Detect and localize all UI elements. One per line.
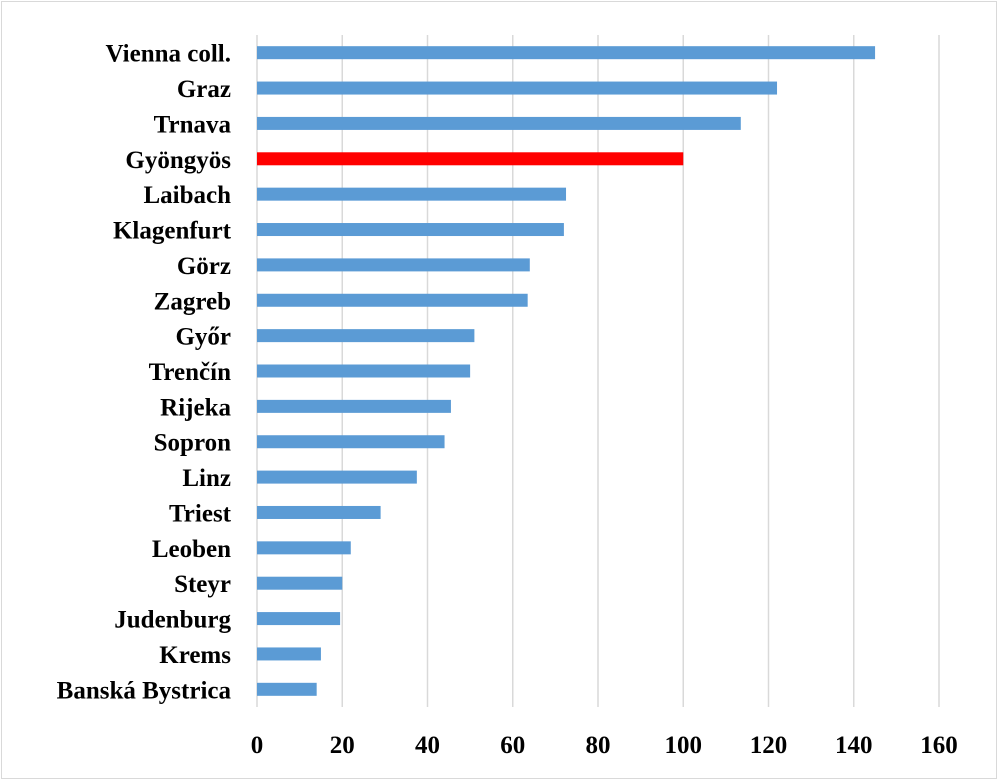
category-label-trnava: Trnava xyxy=(154,111,232,138)
bar-vienna-coll xyxy=(257,46,876,60)
category-label-laibach: Laibach xyxy=(143,182,231,209)
category-label-vienna-coll: Vienna coll. xyxy=(106,41,231,68)
bar-leoben xyxy=(257,541,351,555)
category-label-graz: Graz xyxy=(177,76,231,103)
bar-gyor xyxy=(257,329,475,343)
x-tick-label-0: 0 xyxy=(251,732,264,759)
category-label-linz: Linz xyxy=(182,465,231,492)
bar-trnava xyxy=(257,116,741,130)
bar-trencin xyxy=(257,364,471,378)
category-label-gorz: Görz xyxy=(177,253,231,280)
category-label-rijeka: Rijeka xyxy=(160,394,231,421)
category-label-zagreb: Zagreb xyxy=(154,288,231,315)
x-tick-label-80: 80 xyxy=(586,732,611,759)
bar-sopron xyxy=(257,435,445,449)
x-tick-label-60: 60 xyxy=(500,732,525,759)
bar-linz xyxy=(257,470,417,484)
category-label-gyor: Győr xyxy=(175,324,231,351)
grid-lines xyxy=(256,35,940,707)
bar-gyongyos xyxy=(257,152,684,166)
category-label-krems: Krems xyxy=(159,642,231,669)
category-labels: Vienna coll. Graz Trnava Gyöngyös Laibach Kla… xyxy=(57,41,232,705)
x-tick-label-100: 100 xyxy=(665,732,703,759)
bar-krems xyxy=(257,647,321,661)
bar-steyr xyxy=(257,576,343,590)
bar-zagreb xyxy=(257,293,528,307)
bars xyxy=(257,46,876,696)
x-tick-label-40: 40 xyxy=(415,732,440,759)
category-label-triest: Triest xyxy=(169,500,232,527)
x-tick-label-20: 20 xyxy=(330,732,355,759)
category-label-judenburg: Judenburg xyxy=(114,607,231,634)
bar-triest xyxy=(257,505,381,519)
category-label-trencin: Trenčín xyxy=(149,359,232,386)
category-label-sopron: Sopron xyxy=(154,430,231,457)
x-tick-labels: 0 20 40 60 80 100 120 140 160 xyxy=(251,732,958,759)
bar-gorz xyxy=(257,258,530,272)
category-label-steyr: Steyr xyxy=(174,571,231,598)
category-label-leoben: Leoben xyxy=(152,536,231,563)
bar-judenburg xyxy=(257,612,341,626)
bar-graz xyxy=(257,81,778,95)
bar-banska-bystrica xyxy=(257,682,317,696)
bar-rijeka xyxy=(257,399,451,413)
x-tick-label-140: 140 xyxy=(835,732,873,759)
category-label-klagenfurt: Klagenfurt xyxy=(113,218,232,245)
bar-laibach xyxy=(257,187,567,201)
x-tick-label-160: 160 xyxy=(920,732,958,759)
x-tick-label-120: 120 xyxy=(750,732,788,759)
category-label-banska-bystrica: Banská Bystrica xyxy=(57,677,232,704)
bar-klagenfurt xyxy=(257,223,564,237)
category-label-gyongyos: Gyöngyös xyxy=(125,147,231,174)
